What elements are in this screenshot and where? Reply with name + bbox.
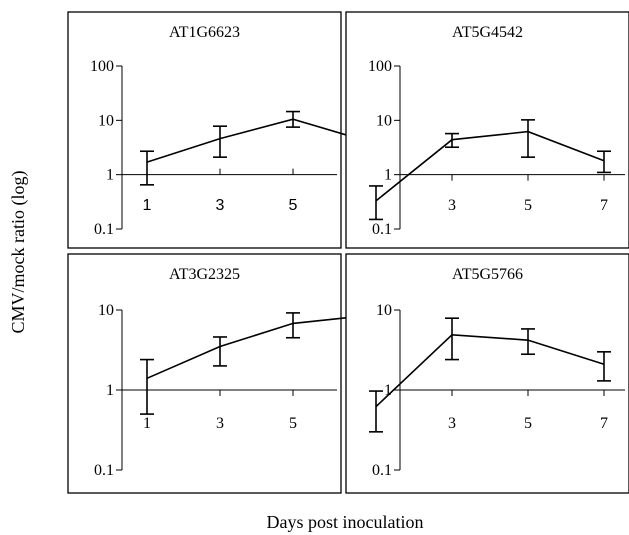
x-tick-label: 7 <box>600 415 608 432</box>
error-bar <box>140 150 154 186</box>
y-tick-label: 1 <box>384 167 392 184</box>
x-tick-label: 3 <box>448 197 456 214</box>
y-tick-label: 1 <box>106 382 114 399</box>
error-bar <box>445 132 459 149</box>
panel-2: AT5G4542 100 10 1 0.1 3 5 7 <box>345 11 629 249</box>
series-line <box>146 314 367 380</box>
y-tick-label: 1 <box>384 382 392 399</box>
panel-frame <box>67 11 342 249</box>
error-bar <box>521 328 535 356</box>
error-bar <box>597 150 611 174</box>
panel-frame <box>67 253 342 494</box>
y-tick-label: 10 <box>98 112 114 129</box>
error-bar <box>369 185 383 221</box>
panel-frame <box>345 253 629 494</box>
x-axis-label: Days post inoculation <box>267 512 424 532</box>
x-tick-label: 5 <box>289 415 297 432</box>
series-line <box>375 333 605 408</box>
y-axis-label: CMV/mock ratio (log) <box>8 171 29 334</box>
error-bar <box>286 110 300 128</box>
error-bar <box>286 312 300 339</box>
y-tick-label: 100 <box>368 58 392 75</box>
error-bar <box>213 336 227 367</box>
series-line <box>146 118 367 163</box>
y-tick-label: 0.1 <box>94 221 114 238</box>
y-tick-label: 0.1 <box>94 462 114 479</box>
error-bar <box>597 351 611 382</box>
x-tick-label: 5 <box>524 197 532 214</box>
y-tick-label: 0.1 <box>372 221 392 238</box>
y-tick-label: 10 <box>376 302 392 319</box>
y-tick-label: 0.1 <box>372 462 392 479</box>
x-tick-label: 3 <box>448 415 456 432</box>
panel-title: AT5G4542 <box>452 24 523 41</box>
x-tick-label: 5 <box>289 197 298 214</box>
error-bar <box>369 390 383 433</box>
panel-4: AT5G5766 10 1 0.1 3 5 7 <box>345 253 629 494</box>
y-tick-label: 100 <box>90 58 114 75</box>
y-tick-label: 10 <box>376 112 392 129</box>
error-bar <box>140 358 154 415</box>
x-tick-label: 7 <box>600 197 608 214</box>
y-tick-label: 1 <box>106 167 114 184</box>
error-bar <box>213 125 227 158</box>
x-tick-label: 1 <box>143 415 151 432</box>
x-tick-label: 3 <box>216 197 225 214</box>
error-bar <box>445 317 459 361</box>
series-line <box>375 130 605 202</box>
y-tick-label: 10 <box>98 302 114 319</box>
x-tick-label: 5 <box>524 415 532 432</box>
error-bar <box>521 119 535 158</box>
x-tick-label: 3 <box>216 415 224 432</box>
x-tick-label: 1 <box>143 197 152 214</box>
panel-frame <box>345 11 629 249</box>
panel-title: AT3G2325 <box>169 266 240 283</box>
panel-title: AT1G6623 <box>169 24 240 41</box>
panel-title: AT5G5766 <box>452 266 523 283</box>
